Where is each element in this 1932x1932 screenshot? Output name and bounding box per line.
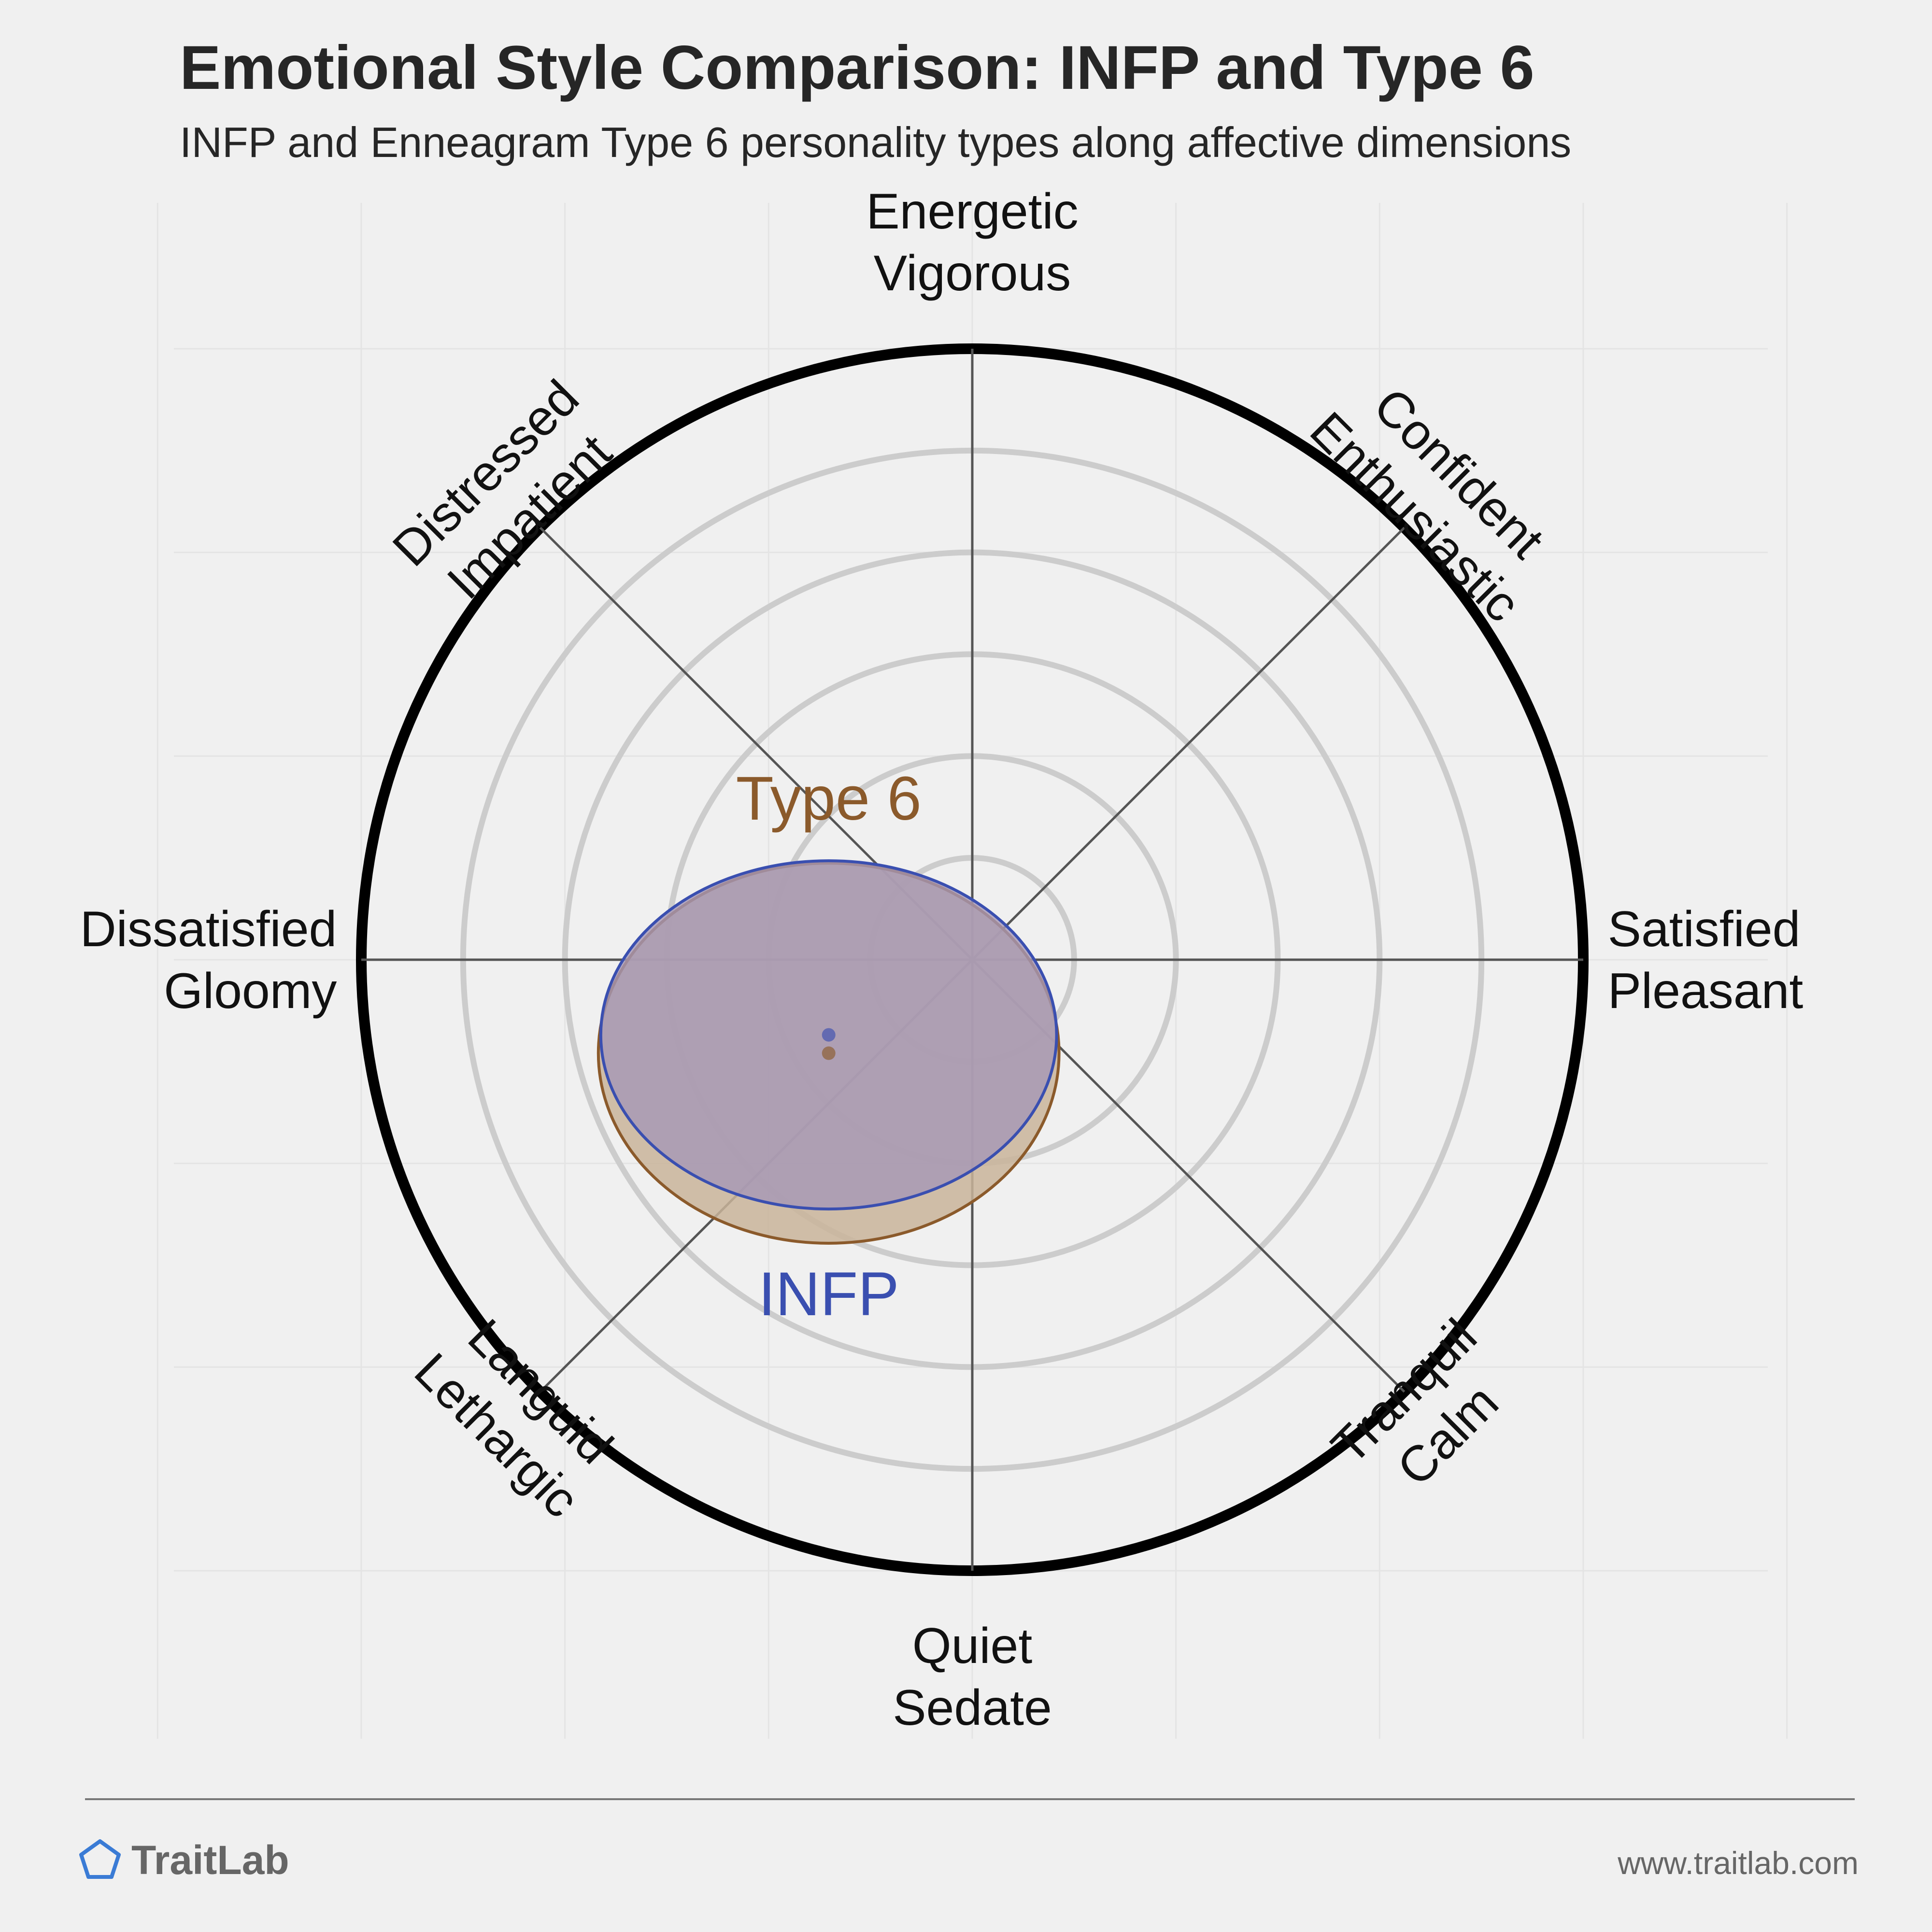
axis-label-line: Pleasant — [1608, 963, 1804, 1019]
axis-label-quiet: Quiet Sedate — [893, 1618, 1052, 1736]
axis-label-line: Gloomy — [164, 963, 337, 1019]
axis-line — [971, 526, 1406, 961]
series-center-point — [822, 1046, 836, 1060]
series-layer: Type 6 INFP — [597, 764, 1061, 1329]
axis-label-satisfied: Satisfied Pleasant — [1608, 901, 1804, 1019]
chart-subtitle: INFP and Enneagram Type 6 personality ty… — [180, 118, 1571, 166]
pentagon-logo-icon — [79, 1839, 121, 1879]
series-label: Type 6 — [736, 764, 922, 833]
chart-title: Emotional Style Comparison: INFP and Typ… — [180, 33, 1534, 102]
axis-label-line: Dissatisfied — [80, 901, 337, 957]
brand-name: TraitLab — [131, 1837, 289, 1883]
axis-label-energetic: Energetic Vigorous — [866, 184, 1078, 301]
axis-label-line: Sedate — [893, 1680, 1052, 1736]
axis-label-line: Vigorous — [874, 245, 1071, 301]
axis-label-dissatisfied: Dissatisfied Gloomy — [80, 901, 337, 1019]
series-label: INFP — [758, 1260, 899, 1329]
axis-label-line: Satisfied — [1608, 901, 1801, 957]
website-url: www.traitlab.com — [1617, 1845, 1859, 1881]
series-center-point — [822, 1028, 836, 1042]
axis-label-line: Energetic — [866, 184, 1078, 240]
axis-label-line: Quiet — [912, 1618, 1033, 1674]
